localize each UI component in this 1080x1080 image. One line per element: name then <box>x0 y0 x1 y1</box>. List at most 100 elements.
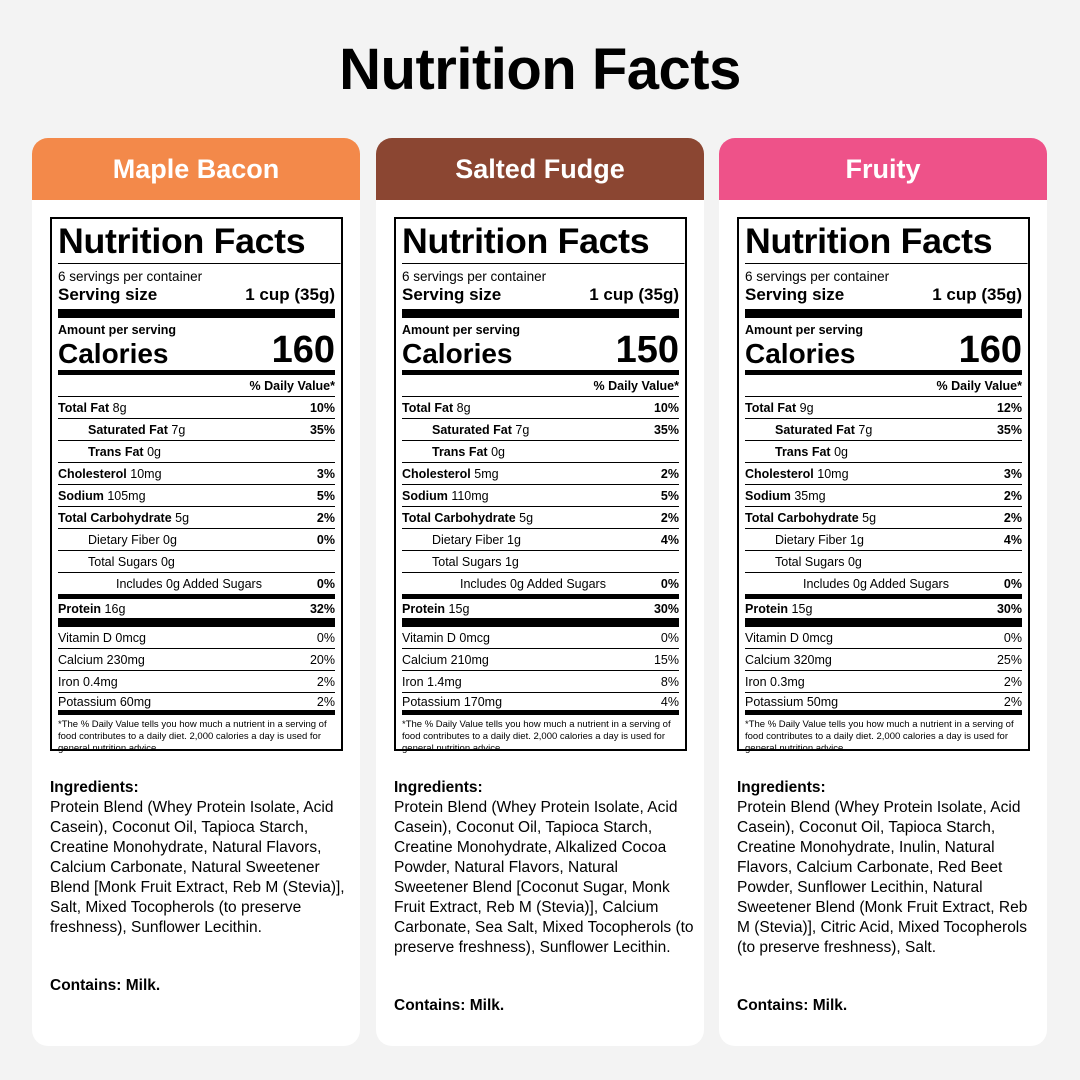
nutrient-name: Cholesterol <box>58 466 127 481</box>
nutrient-name-cell: Dietary Fiber 0g <box>88 533 177 547</box>
nutrient-name-cell: Protein 15g <box>745 602 812 616</box>
vitamin-daily-value: 20% <box>309 652 335 667</box>
nutrient-row: Total Fat 8g 10% <box>58 397 335 419</box>
ingredients-text: Protein Blend (Whey Protein Isolate, Aci… <box>394 799 694 956</box>
calories-label: Calories <box>745 338 856 369</box>
nutrient-row: Protein 15g 30% <box>745 599 1022 627</box>
nutrient-name-cell: Total Sugars 0g <box>88 555 175 569</box>
vitamin-row: Potassium 170mg 4% <box>402 693 679 715</box>
nutrient-row: Protein 15g 30% <box>402 599 679 627</box>
nutrient-name: Dietary Fiber <box>88 532 160 547</box>
nutrient-name-cell: Sodium 110mg <box>402 489 489 503</box>
nutrient-row: Trans Fat 0g <box>402 441 679 463</box>
nutrient-row: Protein 16g 32% <box>58 599 335 627</box>
nutrient-name-cell: Includes 0g Added Sugars <box>116 577 262 591</box>
serving-size-value: 1 cup (35g) <box>932 285 1022 304</box>
nutrient-name-cell: Total Carbohydrate 5g <box>745 511 876 525</box>
label-title: Nutrition Facts <box>745 223 1028 264</box>
nutrient-row: Sodium 35mg 2% <box>745 485 1022 507</box>
nutrient-name: Dietary Fiber <box>775 532 847 547</box>
nutrient-name: Total Fat <box>402 400 454 415</box>
vitamin-daily-value: 2% <box>1003 674 1022 689</box>
nutrient-row: Cholesterol 5mg 2% <box>402 463 679 485</box>
nutrient-amount: 0g <box>491 444 505 459</box>
nutrient-daily-value: 0% <box>316 532 335 547</box>
vitamin-name: Calcium 320mg <box>745 652 832 667</box>
flavor-name: Fruity <box>845 153 921 184</box>
nutrient-row: Total Sugars 0g <box>58 551 335 573</box>
nutrient-name: Dietary Fiber <box>432 532 504 547</box>
vitamin-name: Vitamin D 0mcg <box>58 630 146 645</box>
nutrient-amount: 1g <box>504 554 519 569</box>
card-header: Maple Bacon <box>32 138 360 200</box>
vitamin-name: Iron 1.4mg <box>402 674 462 689</box>
ingredients-block: Ingredients: Protein Blend (Whey Protein… <box>50 778 350 938</box>
nutrient-amount: 35mg <box>794 488 826 503</box>
nutrient-name-cell: Cholesterol 10mg <box>745 467 849 481</box>
vitamin-row: Potassium 50mg 2% <box>745 693 1022 715</box>
nutrient-amount: 5g <box>175 510 190 525</box>
nutrient-daily-value: 30% <box>653 601 679 616</box>
nutrient-row: Sodium 105mg 5% <box>58 485 335 507</box>
vitamin-row: Iron 0.4mg 2% <box>58 671 335 693</box>
nutrient-amount: 5mg <box>474 466 499 481</box>
nutrient-row: Saturated Fat 7g 35% <box>58 419 335 441</box>
nutrient-daily-value: 35% <box>996 422 1022 437</box>
vitamin-daily-value: 2% <box>1003 694 1022 709</box>
nutrient-name-cell: Saturated Fat 7g <box>88 423 185 437</box>
nutrient-name: Trans Fat <box>775 444 831 459</box>
ingredients-title: Ingredients: <box>394 779 483 796</box>
nutrient-row: Dietary Fiber 1g 4% <box>745 529 1022 551</box>
ingredients-block: Ingredients: Protein Blend (Whey Protein… <box>394 778 694 958</box>
nutrient-daily-value: 0% <box>1003 576 1022 591</box>
label-title: Nutrition Facts <box>402 223 685 264</box>
nutrient-row: Total Fat 9g 12% <box>745 397 1022 419</box>
nutrient-name: Total Carbohydrate <box>402 510 516 525</box>
flavor-name: Maple Bacon <box>112 153 280 184</box>
allergen-statement: Contains: Milk. <box>50 977 161 994</box>
nutrient-amount: 0g <box>147 444 161 459</box>
serving-size-row: Serving size 1 cup (35g) <box>58 285 335 318</box>
nutrient-name: Total Fat <box>58 400 110 415</box>
vitamin-name: Vitamin D 0mcg <box>402 630 490 645</box>
serving-size-label: Serving size <box>402 285 502 304</box>
nutrient-row: Saturated Fat 7g 35% <box>745 419 1022 441</box>
nutrient-name: Saturated Fat <box>775 422 855 437</box>
nutrient-daily-value: 0% <box>660 576 679 591</box>
vitamin-daily-value: 8% <box>660 674 679 689</box>
page-title: Nutrition Facts <box>339 37 741 102</box>
calories-label: Calories <box>58 338 169 369</box>
vitamin-name: Calcium 210mg <box>402 652 489 667</box>
daily-value-footnote: *The % Daily Value tells you how much a … <box>745 719 1014 754</box>
nutrient-row: Dietary Fiber 1g 4% <box>402 529 679 551</box>
ingredients-title: Ingredients: <box>50 779 139 796</box>
amount-per-serving: Amount per serving <box>745 323 864 337</box>
daily-value-header: % Daily Value* <box>58 375 335 397</box>
nutrient-name-cell: Protein 16g <box>58 602 125 616</box>
vitamin-name: Potassium 50mg <box>745 694 839 709</box>
nutrient-row: Total Carbohydrate 5g 2% <box>745 507 1022 529</box>
vitamin-daily-value: 2% <box>316 694 335 709</box>
nutrient-name: Total Sugars <box>432 554 502 569</box>
nutrient-name-cell: Sodium 105mg <box>58 489 146 503</box>
allergen-statement: Contains: Milk. <box>737 997 848 1014</box>
nutrient-row: Total Sugars 0g <box>745 551 1022 573</box>
nutrient-row: Trans Fat 0g <box>745 441 1022 463</box>
nutrient-daily-value: 2% <box>1003 510 1022 525</box>
nutrient-amount: 16g <box>104 601 126 616</box>
vitamin-row: Calcium 230mg 20% <box>58 649 335 671</box>
nutrient-name: Protein <box>58 601 102 616</box>
amount-per-serving: Amount per serving <box>58 323 177 337</box>
nutrient-name: Cholesterol <box>402 466 471 481</box>
product-card: Maple Bacon Nutrition Facts 6 servings p… <box>32 138 360 1046</box>
nutrient-daily-value: 5% <box>660 488 679 503</box>
nutrient-name: Protein <box>745 601 789 616</box>
vitamin-name: Iron 0.3mg <box>745 674 805 689</box>
product-card: Salted Fudge Nutrition Facts 6 servings … <box>376 138 704 1046</box>
calories-row: Calories 160 <box>58 331 335 375</box>
vitamin-row: Calcium 210mg 15% <box>402 649 679 671</box>
nutrient-amount: 7g <box>515 422 530 437</box>
nutrient-name: Cholesterol <box>745 466 814 481</box>
ingredients-text: Protein Blend (Whey Protein Isolate, Aci… <box>737 799 1028 956</box>
nutrient-amount: 1g <box>850 532 864 547</box>
